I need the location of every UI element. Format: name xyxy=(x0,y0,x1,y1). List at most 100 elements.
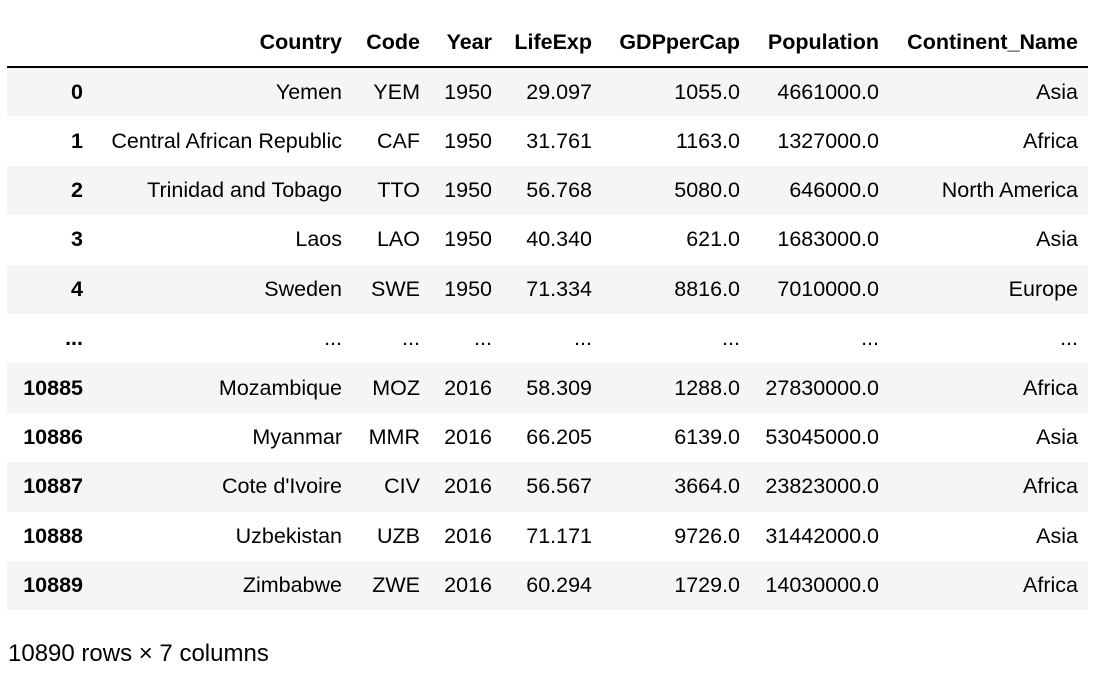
row-index: ... xyxy=(65,326,83,351)
table-cell: Zimbabwe xyxy=(242,573,342,598)
index-header xyxy=(7,18,93,68)
table-cell: 646000.0 xyxy=(789,177,879,202)
table-cell: YEM xyxy=(373,79,420,104)
table-cell: 29.097 xyxy=(526,79,592,104)
row-index: 10885 xyxy=(23,375,83,400)
row-index: 10887 xyxy=(23,474,83,499)
table-cell: 27830000.0 xyxy=(765,375,879,400)
table-cell: 2016 xyxy=(444,375,492,400)
table-cell: 1327000.0 xyxy=(777,128,879,153)
table-cell: 621.0 xyxy=(686,227,740,252)
header-row: Country Code Year LifeExp GDPperCap Popu… xyxy=(7,18,1088,68)
table-cell: 4661000.0 xyxy=(777,79,879,104)
column-header: Continent_Name xyxy=(889,18,1088,68)
table-cell: 6139.0 xyxy=(674,424,740,449)
table-cell: Uzbekistan xyxy=(235,523,342,548)
table-row: 0 Yemen YEM 1950 29.097 1055.0 4661000.0 Asia xyxy=(7,67,1088,117)
row-index: 2 xyxy=(71,177,83,202)
table-cell: TTO xyxy=(377,177,420,202)
table-cell: 1055.0 xyxy=(674,79,740,104)
row-index: 1 xyxy=(71,128,83,153)
table-row: ........................ xyxy=(7,313,1088,364)
table-cell: 1950 xyxy=(444,79,492,104)
table-cell: 1288.0 xyxy=(674,375,740,400)
table-cell: 56.768 xyxy=(526,177,592,202)
table-cell: 71.171 xyxy=(526,523,592,548)
table-cell: 1950 xyxy=(444,128,492,153)
row-index: 10886 xyxy=(23,424,83,449)
table-cell: Asia xyxy=(1036,227,1078,252)
table-cell: 8816.0 xyxy=(674,276,740,301)
table-cell: 1729.0 xyxy=(674,573,740,598)
table-cell: 1163.0 xyxy=(675,128,740,153)
table-row: 1 Central African Republic CAF 1950 31.761 11… xyxy=(7,116,1088,166)
table-body: 0 Yemen YEM 1950 29.097 1055.0 4661000.0 Asia 1 C… xyxy=(7,67,1088,611)
table-cell: Trinidad and Tobago xyxy=(147,177,342,202)
table-row: 10886 Myanmar MMR 2016 66.205 6139.0 53045000.… xyxy=(7,412,1088,463)
table-cell: Africa xyxy=(1023,474,1078,499)
table-cell: ... xyxy=(722,326,740,351)
table-cell: MOZ xyxy=(372,375,420,400)
table-row: 2 Trinidad and Tobago TTO 1950 56.768 5080.0 6… xyxy=(7,165,1088,216)
column-header: Population xyxy=(750,18,889,68)
table-cell: ... xyxy=(402,326,420,351)
table-row: 4 Sweden SWE 1950 71.334 8816.0 7010000.0 Europ… xyxy=(7,264,1088,314)
table-cell: UZB xyxy=(377,523,420,548)
table-row: 10885 Mozambique MOZ 2016 58.309 1288.0 278300… xyxy=(7,363,1088,413)
table-cell: North America xyxy=(941,177,1078,202)
column-header: Country xyxy=(93,18,352,68)
row-index: 3 xyxy=(71,227,83,252)
table-row: 10889 Zimbabwe ZWE 2016 60.294 1729.0 14030000… xyxy=(7,560,1088,611)
table-cell: CAF xyxy=(377,128,420,153)
table-cell: 66.205 xyxy=(526,424,592,449)
table-cell: Africa xyxy=(1023,375,1078,400)
table-cell: ... xyxy=(324,326,342,351)
table-row: 10888 Uzbekistan UZB 2016 71.171 9726.0 314420… xyxy=(7,511,1088,561)
table-cell: MMR xyxy=(368,424,420,449)
table-cell: Africa xyxy=(1023,128,1078,153)
table-cell: SWE xyxy=(371,276,420,301)
table-cell: 60.294 xyxy=(526,573,592,598)
table-cell: 2016 xyxy=(444,424,492,449)
row-index: 0 xyxy=(71,79,83,104)
table-cell: Yemen xyxy=(275,79,342,104)
table-cell: Cote d'Ivoire xyxy=(221,474,342,499)
table-cell: 23823000.0 xyxy=(765,474,879,499)
table-row: 10887 Cote d'Ivoire CIV 2016 56.567 3664.0 238… xyxy=(7,462,1088,512)
table-cell: 9726.0 xyxy=(674,523,740,548)
row-index: 4 xyxy=(71,276,83,301)
row-index: 10889 xyxy=(23,573,83,598)
table-cell: 2016 xyxy=(444,573,492,598)
table-cell: LAO xyxy=(376,227,420,252)
table-cell: Asia xyxy=(1036,523,1078,548)
table-cell: Sweden xyxy=(264,276,342,301)
table-cell: 71.334 xyxy=(526,276,592,301)
table-cell: CIV xyxy=(384,474,420,499)
table-cell: ZWE xyxy=(372,573,420,598)
table-cell: 5080.0 xyxy=(674,177,740,202)
column-header: Code xyxy=(352,18,430,68)
column-header: GDPperCap xyxy=(602,18,750,68)
table-cell: 7010000.0 xyxy=(777,276,879,301)
table-cell: 3664.0 xyxy=(674,474,740,499)
table-cell: 56.567 xyxy=(526,474,592,499)
column-header: Year xyxy=(430,18,502,68)
row-index: 10888 xyxy=(23,523,83,548)
shape-info: 10890 rows × 7 columns xyxy=(8,640,269,667)
table-cell: 1950 xyxy=(444,177,492,202)
table-cell: 2016 xyxy=(444,523,492,548)
table-cell: ... xyxy=(1060,326,1078,351)
table-row: 3 Laos LAO 1950 40.340 621.0 1683000.0 Asia xyxy=(7,215,1088,265)
table-cell: 31.761 xyxy=(526,128,592,153)
table-cell: Europe xyxy=(1008,276,1078,301)
table-cell: 53045000.0 xyxy=(765,424,879,449)
table-cell: ... xyxy=(474,326,492,351)
table-cell: 1683000.0 xyxy=(777,227,879,252)
table-cell: Laos xyxy=(295,227,342,252)
column-header: LifeExp xyxy=(502,18,602,68)
table-cell: Myanmar xyxy=(252,424,342,449)
table-cell: 1950 xyxy=(444,276,492,301)
table-cell: ... xyxy=(861,326,879,351)
table-cell: 31442000.0 xyxy=(765,523,879,548)
